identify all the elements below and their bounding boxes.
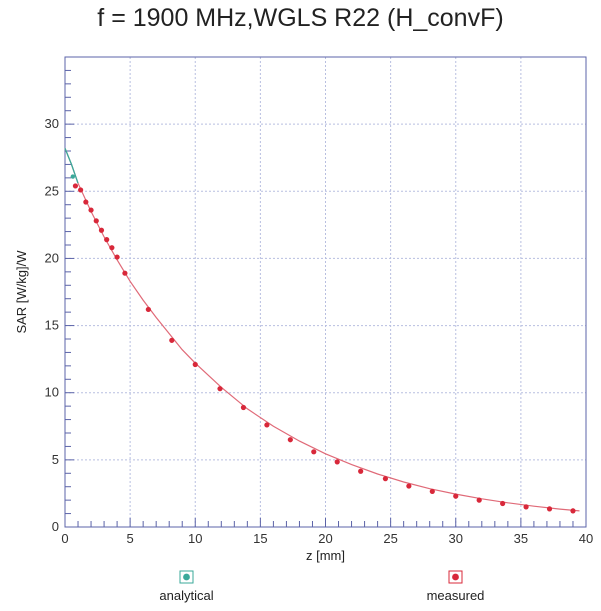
y-axis-label: SAR [W/kg]/W: [14, 250, 29, 334]
series-line-analytical-head: [64, 148, 79, 184]
measured-point: [83, 199, 89, 205]
measured-point: [145, 306, 151, 313]
legend-label-analytical: analytical: [159, 588, 213, 603]
measured-point: [88, 207, 94, 213]
tick-labels: 0 5 10 15 20 25 30 35 40 0 5 10 15 20 25 30: [45, 116, 594, 546]
x-tick-label: 30: [449, 531, 463, 546]
legend-item-measured: measured: [427, 570, 485, 603]
y-tick-label: 5: [52, 452, 59, 467]
x-tick-label: 40: [579, 531, 593, 546]
y-tick-label: 10: [45, 385, 59, 400]
x-axis-label: z [mm]: [306, 548, 345, 563]
x-tick-label: 5: [127, 531, 134, 546]
measured-point: [382, 476, 389, 482]
measured-point: [98, 227, 105, 233]
x-tick-label: 35: [514, 531, 528, 546]
x-tick-label: 0: [61, 531, 68, 546]
x-tick-label: 10: [188, 531, 202, 546]
legend: analytical measured: [159, 570, 485, 603]
measured-point: [264, 422, 270, 428]
y-tick-label: 30: [45, 116, 59, 131]
measured-point: [104, 237, 110, 243]
measured-point: [169, 337, 175, 343]
measured-point: [114, 254, 120, 260]
measured-point: [358, 468, 364, 474]
measured-point: [500, 500, 506, 507]
series: [64, 148, 580, 514]
measured-point: [429, 488, 435, 495]
y-tick-label: 25: [45, 183, 59, 198]
legend-item-analytical: analytical: [159, 570, 214, 603]
legend-marker-measured: [452, 573, 459, 581]
measured-point: [476, 497, 482, 503]
measured-point: [453, 493, 459, 499]
measured-point: [546, 506, 553, 512]
grid: [65, 57, 586, 527]
x-tick-label: 20: [318, 531, 332, 546]
analytical-point: [70, 174, 76, 179]
x-tick-label: 25: [383, 531, 397, 546]
plot-frame: [64, 56, 587, 528]
measured-point: [287, 437, 293, 443]
measured-point: [406, 483, 412, 489]
chart-title: f = 1900 MHz,WGLS R22 (H_convF): [97, 4, 504, 32]
y-tick-label: 20: [45, 250, 59, 265]
measured-point: [78, 187, 84, 193]
measured-point: [334, 459, 340, 465]
legend-label-measured: measured: [427, 588, 485, 603]
axis-ticks: [64, 56, 587, 528]
measured-point: [122, 270, 128, 276]
measured-point: [570, 508, 576, 514]
measured-point: [192, 361, 198, 368]
measured-point: [109, 245, 115, 251]
legend-marker-analytical: [183, 573, 190, 581]
measured-point: [217, 386, 223, 392]
measured-point: [523, 504, 529, 510]
y-tick-label: 0: [52, 519, 59, 534]
measured-point: [93, 218, 99, 224]
y-tick-label: 15: [45, 318, 59, 333]
measured-point: [311, 449, 317, 455]
measured-point: [72, 183, 79, 189]
measured-point: [240, 404, 247, 411]
x-tick-label: 15: [253, 531, 267, 546]
series-line-analytical: [64, 148, 580, 512]
